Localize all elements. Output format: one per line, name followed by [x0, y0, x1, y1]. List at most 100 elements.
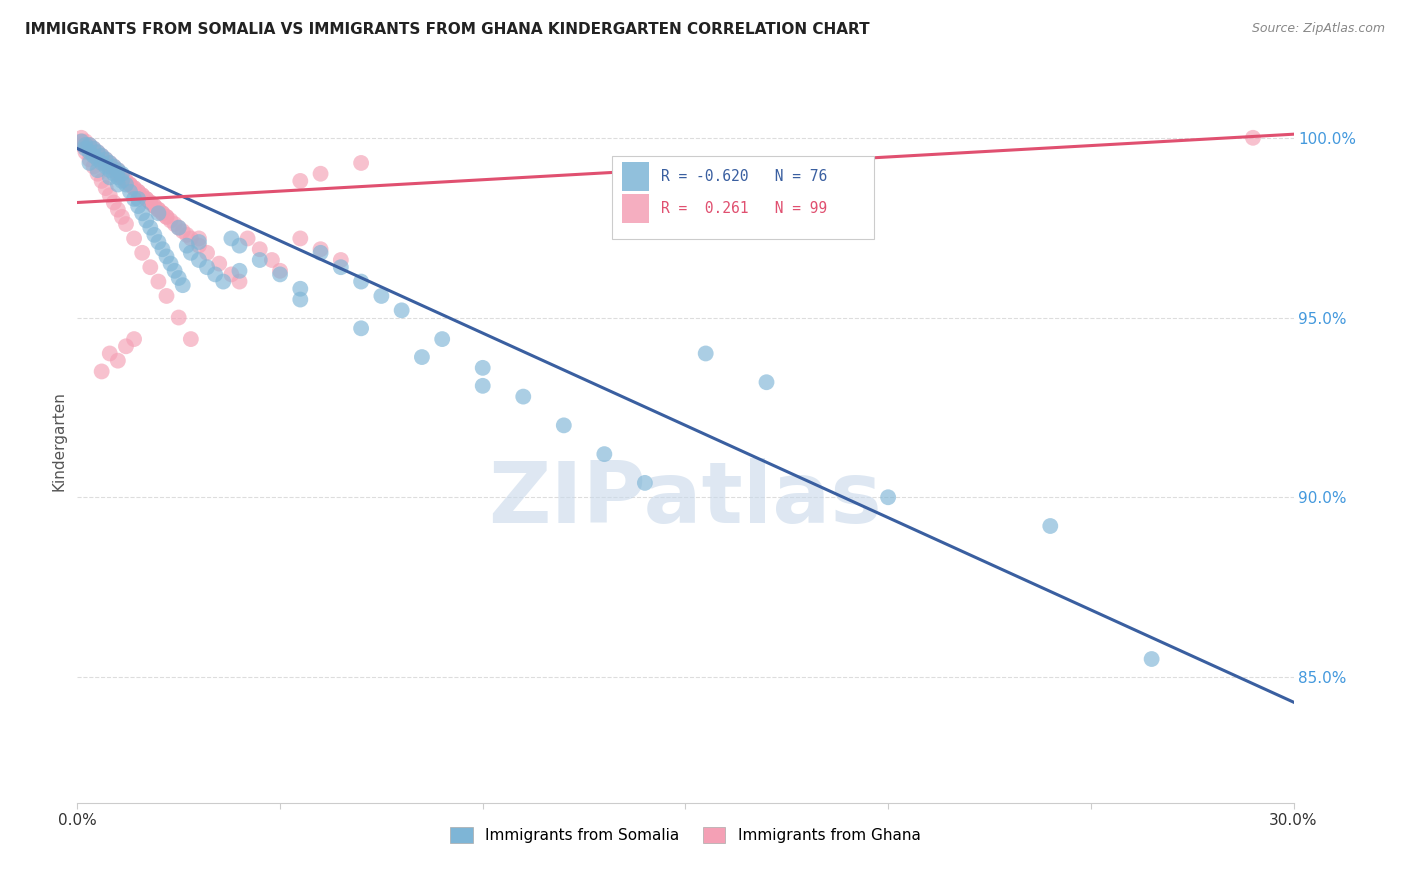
- Point: [195, 245, 218, 260]
- Point: [98, 170, 121, 185]
- Point: [103, 195, 125, 210]
- Point: [83, 142, 105, 156]
- Point: [118, 178, 141, 192]
- Point: [249, 252, 271, 267]
- Point: [212, 275, 235, 289]
- Point: [107, 178, 129, 192]
- Point: [1039, 519, 1062, 533]
- Point: [86, 163, 108, 178]
- Point: [83, 160, 105, 174]
- Point: [176, 227, 198, 242]
- Point: [79, 145, 101, 160]
- Point: [79, 138, 101, 153]
- Point: [131, 188, 153, 202]
- Point: [103, 167, 125, 181]
- Point: [86, 145, 108, 160]
- Point: [148, 202, 170, 217]
- Point: [290, 174, 312, 188]
- Point: [695, 346, 717, 360]
- Point: [118, 185, 141, 199]
- Point: [75, 138, 97, 153]
- Point: [86, 149, 108, 163]
- Point: [290, 282, 312, 296]
- Point: [98, 156, 121, 170]
- Point: [70, 135, 93, 149]
- Point: [107, 163, 129, 178]
- Point: [155, 289, 177, 303]
- Point: [70, 138, 93, 153]
- Point: [593, 447, 616, 461]
- Point: [122, 181, 145, 195]
- Point: [107, 353, 129, 368]
- Point: [188, 238, 211, 252]
- Text: R = -0.620   N = 76: R = -0.620 N = 76: [661, 169, 827, 184]
- Point: [115, 174, 138, 188]
- Legend: Immigrants from Somalia, Immigrants from Ghana: Immigrants from Somalia, Immigrants from…: [444, 822, 927, 849]
- Point: [115, 178, 138, 192]
- Point: [221, 231, 243, 245]
- Point: [111, 174, 134, 188]
- Point: [350, 156, 373, 170]
- Point: [172, 224, 194, 238]
- Point: [430, 332, 453, 346]
- Point: [877, 490, 900, 504]
- Point: [167, 271, 190, 285]
- Point: [159, 257, 181, 271]
- Point: [103, 160, 125, 174]
- Text: ZIPatlas: ZIPatlas: [488, 458, 883, 541]
- Point: [152, 206, 174, 220]
- Point: [90, 149, 112, 163]
- Point: [208, 257, 231, 271]
- Point: [90, 174, 112, 188]
- Point: [553, 418, 575, 433]
- Point: [111, 210, 134, 224]
- Point: [83, 142, 105, 156]
- Point: [90, 156, 112, 170]
- Point: [94, 153, 117, 167]
- Point: [79, 142, 101, 156]
- Point: [159, 213, 181, 227]
- Point: [127, 185, 149, 199]
- Point: [131, 245, 153, 260]
- Point: [75, 138, 97, 153]
- Point: [107, 170, 129, 185]
- Point: [111, 170, 134, 185]
- Point: [86, 145, 108, 160]
- Point: [180, 332, 202, 346]
- Point: [350, 321, 373, 335]
- Point: [107, 163, 129, 178]
- Point: [329, 260, 352, 275]
- Point: [221, 268, 243, 282]
- Point: [204, 268, 226, 282]
- Point: [180, 231, 202, 245]
- Point: [94, 156, 117, 170]
- FancyBboxPatch shape: [613, 156, 875, 239]
- Point: [167, 220, 190, 235]
- Point: [155, 210, 177, 224]
- Point: [79, 156, 101, 170]
- Point: [98, 156, 121, 170]
- Point: [634, 475, 657, 490]
- Point: [269, 268, 291, 282]
- Point: [228, 238, 250, 252]
- Point: [98, 188, 121, 202]
- Point: [188, 231, 211, 245]
- Point: [79, 138, 101, 153]
- Point: [228, 264, 250, 278]
- Point: [167, 310, 190, 325]
- FancyBboxPatch shape: [623, 162, 650, 191]
- Point: [188, 235, 211, 249]
- Point: [512, 390, 534, 404]
- Point: [131, 188, 153, 202]
- Point: [148, 202, 170, 217]
- Point: [94, 156, 117, 170]
- Point: [127, 185, 149, 199]
- Point: [290, 231, 312, 245]
- Point: [228, 275, 250, 289]
- Point: [122, 231, 145, 245]
- Point: [143, 227, 166, 242]
- Point: [1140, 652, 1163, 666]
- Point: [411, 350, 433, 364]
- Point: [83, 149, 105, 163]
- Point: [98, 163, 121, 178]
